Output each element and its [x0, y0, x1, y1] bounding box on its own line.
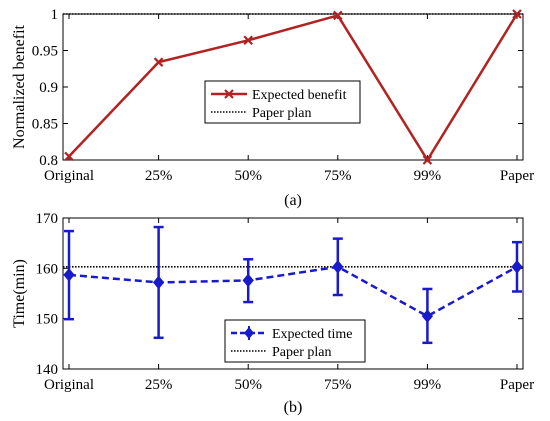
- x-tick-label: 75%: [324, 377, 352, 393]
- data-point-marker: [64, 151, 74, 162]
- data-point-marker: [511, 260, 523, 274]
- x-tick-label: Paper: [500, 377, 534, 393]
- y-tick-label: 0.95: [32, 44, 58, 60]
- x-tick-label: 25%: [145, 168, 173, 184]
- data-point-marker: [153, 57, 164, 67]
- y-tick-label: 170: [36, 211, 59, 227]
- y-tick-label: 150: [36, 312, 59, 328]
- y-tick-label: 140: [36, 362, 59, 378]
- x-tick-label: Original: [44, 168, 94, 184]
- panel-caption: (a): [284, 192, 302, 209]
- data-point-marker: [242, 273, 254, 288]
- data-point-marker: [333, 10, 343, 21]
- x-tick-label: Original: [44, 377, 94, 393]
- panel-caption: (b): [284, 399, 303, 416]
- y-axis-label: Time(min): [11, 259, 28, 328]
- data-point-marker: [512, 9, 522, 19]
- series-line: [68, 265, 518, 318]
- series-line: [68, 13, 519, 163]
- data-point-marker: [422, 155, 433, 165]
- y-axis-label: Normalized benefit: [11, 24, 28, 149]
- data-point-marker: [63, 268, 75, 282]
- data-point-marker: [332, 260, 344, 274]
- y-tick-label: 0.9: [39, 80, 58, 96]
- legend-label: Expected benefit: [252, 88, 347, 103]
- x-tick-label: Paper: [500, 168, 534, 184]
- legend-box: [204, 80, 361, 124]
- y-tick-label: 160: [36, 261, 59, 277]
- legend-marker: [224, 89, 234, 99]
- data-point-marker: [243, 35, 253, 46]
- plot-frame: [62, 217, 524, 370]
- legend-label: Paper plan: [252, 106, 311, 121]
- x-tick-label: 99%: [414, 377, 442, 393]
- legend-label: Expected time: [272, 327, 352, 342]
- y-tick-label: 1: [51, 7, 59, 23]
- data-point-marker: [152, 275, 165, 290]
- legend-label: Paper plan: [272, 345, 331, 360]
- legend-marker: [244, 327, 254, 339]
- y-tick-label: 0.8: [39, 153, 58, 169]
- data-point-marker: [421, 309, 434, 323]
- x-tick-label: 99%: [414, 168, 442, 184]
- y-tick-label: 0.85: [32, 117, 58, 133]
- chart-panel-a: 0.8 0.85 0.9 0.95 1 Original 25% 50% 75% 99% Paper…: [11, 7, 534, 209]
- x-tick-label: 50%: [234, 168, 262, 184]
- chart-panel-b: 140 150 160 170 Original 25% 50% 75% 99% Paper Tim…: [11, 211, 534, 416]
- x-tick-label: 50%: [234, 377, 262, 393]
- x-tick-label: 75%: [324, 168, 352, 184]
- x-tick-label: 25%: [145, 377, 173, 393]
